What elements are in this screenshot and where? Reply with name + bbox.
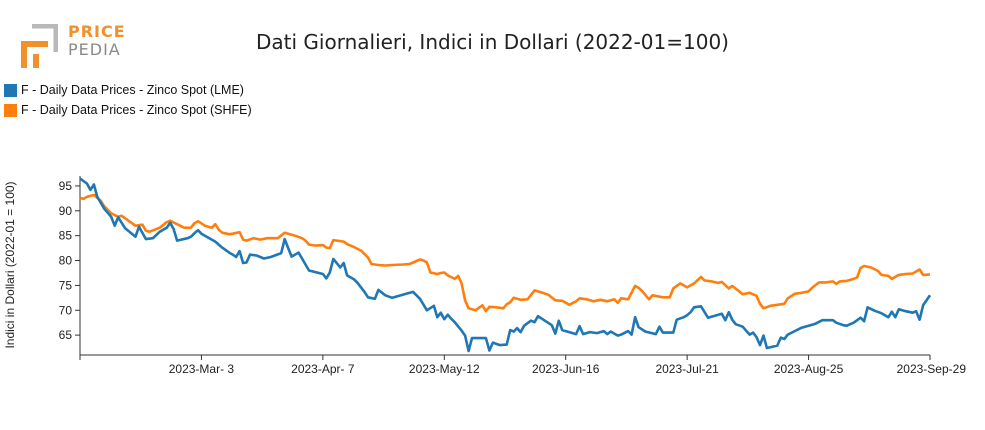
x-tick-label: 2023-Sep-29 <box>897 362 967 376</box>
series-line-shfe <box>79 193 931 313</box>
legend-label-shfe: F - Daily Data Prices - Zinco Spot (SHFE… <box>21 103 252 117</box>
x-tick-label: 2023-Aug-25 <box>774 362 844 376</box>
logo-text-pedia: PEDIA <box>68 40 121 59</box>
chart-axes: 65 70 75 80 85 90 95 2023-Mar- 3 2023-Apr- 7 2023… <box>59 176 967 376</box>
series-line-lme <box>79 177 932 353</box>
legend-swatch-lme <box>4 83 17 97</box>
y-tick-label: 65 <box>59 328 73 342</box>
chart-title: Dati Giornalieri, Indici in Dollari (202… <box>256 30 729 54</box>
pricepedia-logo: PRICE PEDIA <box>18 20 128 70</box>
y-tick-label: 85 <box>59 229 73 243</box>
legend-item-lme[interactable]: F - Daily Data Prices - Zinco Spot (LME) <box>4 80 252 100</box>
y-tick-label: 95 <box>59 179 73 193</box>
x-tick-label: 2023-Jun-16 <box>532 362 600 376</box>
logo-text-price: PRICE <box>68 22 126 41</box>
y-tick-label: 90 <box>59 204 73 218</box>
x-tick-label: 2023-May-12 <box>409 362 480 376</box>
y-tick-label: 75 <box>59 278 73 292</box>
legend-item-shfe[interactable]: F - Daily Data Prices - Zinco Spot (SHFE… <box>4 100 252 120</box>
pricepedia-logo-icon <box>21 24 58 68</box>
legend-swatch-shfe <box>4 103 17 117</box>
legend-label-lme: F - Daily Data Prices - Zinco Spot (LME) <box>21 83 244 97</box>
x-tick-label: 2023-Jul-21 <box>655 362 719 376</box>
x-tick-label: 2023-Mar- 3 <box>169 362 235 376</box>
chart-series <box>79 177 932 353</box>
chart-legend: F - Daily Data Prices - Zinco Spot (LME)… <box>4 80 252 120</box>
y-axis-title: Indici in Dollari (2022-01 = 100) <box>3 181 17 348</box>
x-tick-label: 2023-Apr- 7 <box>291 362 355 376</box>
y-tick-label: 70 <box>59 303 73 317</box>
y-tick-label: 80 <box>59 254 73 268</box>
